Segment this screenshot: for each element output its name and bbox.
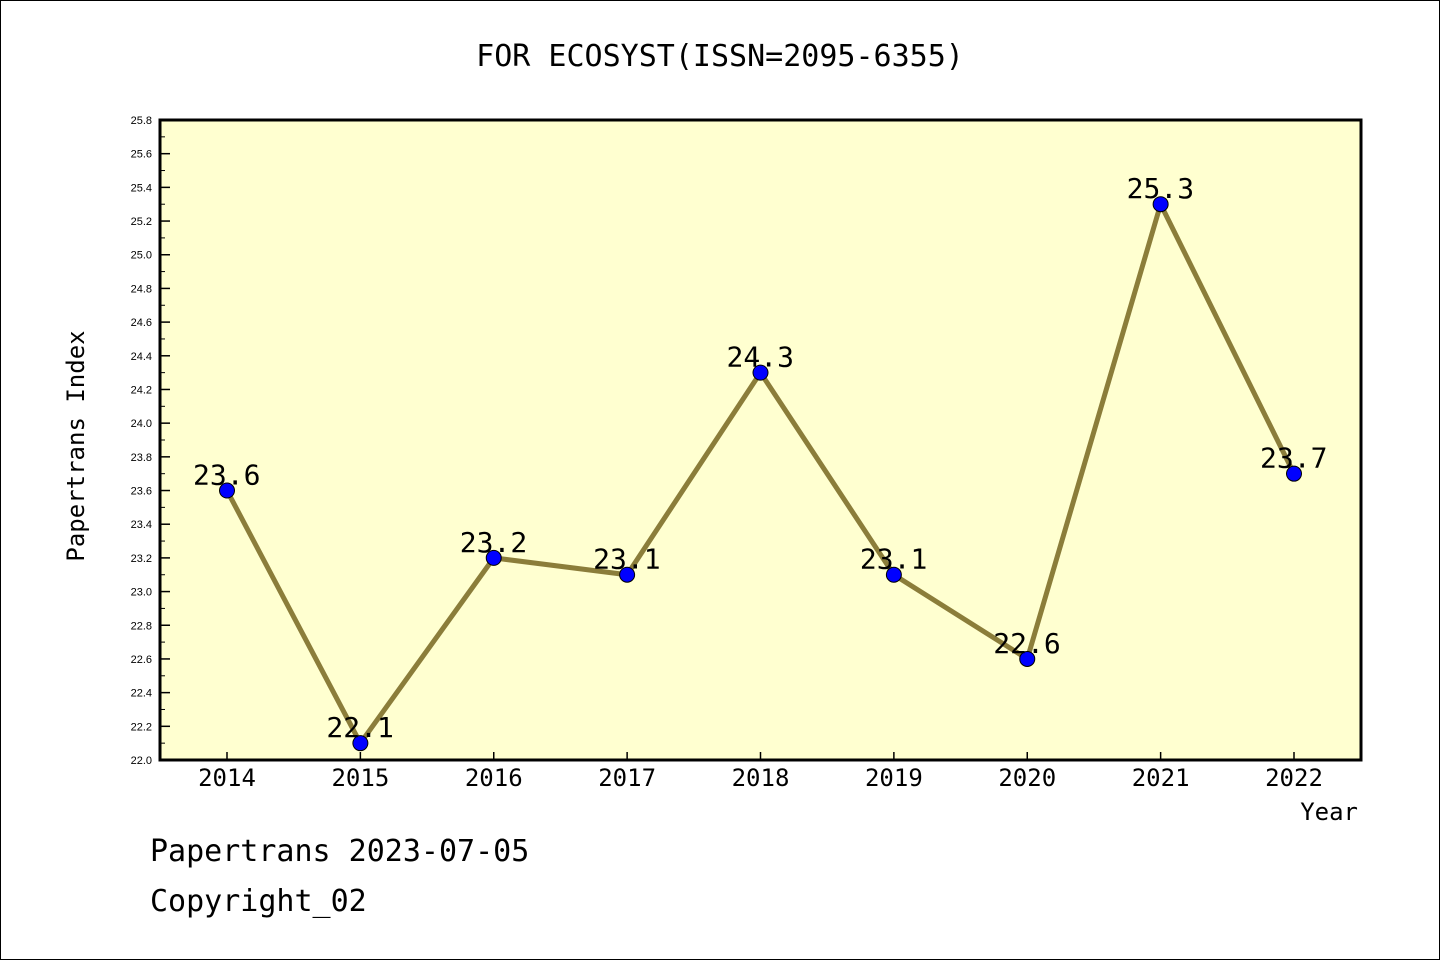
y-tick-label: 23.2 (131, 553, 152, 565)
y-tick-label: 23.6 (131, 486, 152, 498)
x-tick-label: 2019 (865, 764, 923, 792)
y-tick-label: 22.8 (131, 620, 152, 632)
data-point (752, 364, 769, 381)
y-tick-label: 22.2 (131, 721, 152, 733)
y-tick-label: 24.0 (131, 418, 152, 430)
x-tick-label: 2016 (465, 764, 523, 792)
data-label: 23.7 (1260, 442, 1327, 475)
data-label: 23.1 (593, 543, 660, 576)
y-tick-label: 24.6 (131, 317, 152, 329)
data-point (352, 735, 369, 752)
y-tick-label: 24.2 (131, 384, 152, 396)
data-point (1019, 650, 1036, 667)
data-point (1152, 196, 1169, 213)
data-label: 22.1 (326, 711, 393, 744)
x-tick-label: 2018 (732, 764, 790, 792)
data-label: 23.2 (460, 526, 527, 559)
x-tick-label: 2021 (1132, 764, 1190, 792)
data-point (619, 566, 636, 583)
y-tick-label: 25.2 (131, 216, 152, 228)
data-point (219, 482, 235, 499)
y-tick-label: 24.8 (131, 283, 152, 295)
y-tick-label: 22.4 (131, 688, 152, 700)
data-label: 22.6 (993, 627, 1060, 660)
data-label: 23.1 (860, 543, 927, 576)
x-tick-label: 2017 (598, 764, 656, 792)
data-point (885, 566, 902, 583)
data-point (1286, 465, 1302, 482)
y-tick-label: 25.0 (131, 250, 152, 262)
y-tick-label: 25.8 (131, 115, 152, 127)
y-tick-label: 22.0 (131, 755, 152, 767)
plot-area (158, 118, 1363, 762)
footer-date-text: Papertrans 2023-07-05 (150, 834, 530, 869)
data-label: 25.3 (1127, 172, 1194, 205)
footer-copyright-text: Copyright_02 (150, 884, 367, 919)
y-tick-label: 25.4 (131, 182, 152, 194)
y-tick-label: 22.6 (131, 654, 152, 666)
x-tick-label: 2015 (331, 764, 389, 792)
y-axis-label: Papertrans Index (62, 330, 90, 561)
series-layer: 23.6 22.1 23.2 23.1 24.3 23.1 22.6 25.3 23.7 (193, 172, 1327, 752)
data-point (485, 549, 502, 566)
y-tick-label: 23.8 (131, 452, 152, 464)
y-tick-label: 24.4 (131, 351, 152, 363)
y-tick-label: 23.4 (131, 519, 152, 531)
y-axis: 22.0 22.2 22.4 22.6 22.8 23.0 23.2 23.4 23.6 23.8… (131, 115, 170, 767)
x-axis-label: Year (1300, 798, 1358, 826)
data-label: 24.3 (727, 341, 794, 374)
x-tick-label: 2022 (1265, 764, 1323, 792)
y-tick-label: 25.6 (131, 149, 152, 161)
x-tick-label: 2014 (198, 764, 256, 792)
data-label: 23.6 (193, 459, 260, 492)
x-tick-label: 2020 (998, 764, 1056, 792)
chart-title: FOR ECOSYST(ISSN=2095-6355) (476, 39, 964, 74)
y-tick-label: 23.0 (131, 587, 152, 599)
x-axis: 2014 2015 2016 2017 2018 2019 2020 2021 2022 (198, 752, 1323, 792)
